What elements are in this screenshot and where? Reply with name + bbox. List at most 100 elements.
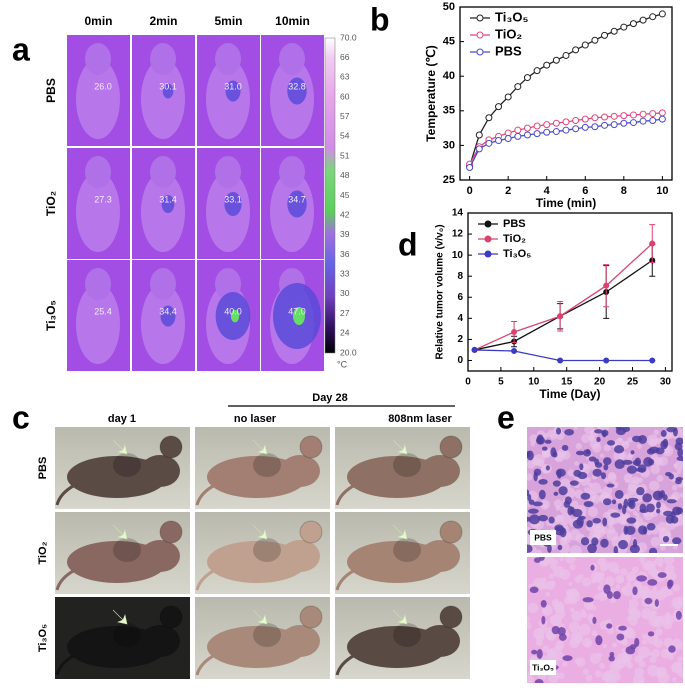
cell <box>607 473 617 483</box>
cell <box>676 643 683 650</box>
cell <box>560 513 572 525</box>
mouse-photo <box>55 427 190 509</box>
histology-label: Ti₃O₅ <box>532 662 554 672</box>
nucleus <box>675 479 682 485</box>
mouse-ear <box>159 435 183 459</box>
mouse-outline <box>141 284 185 364</box>
colorbar-tick-label: 36 <box>340 249 350 259</box>
x-tick-label: 20 <box>594 377 606 388</box>
data-point <box>572 46 580 54</box>
mouse-ear <box>159 520 183 544</box>
cell <box>582 637 593 648</box>
cell <box>627 484 639 496</box>
temperature-label: 31.4 <box>159 194 177 204</box>
cell <box>575 657 586 668</box>
cell <box>591 494 601 504</box>
nucleus <box>541 446 548 451</box>
nucleus <box>602 517 608 527</box>
cell <box>626 662 634 669</box>
nucleus <box>623 525 629 535</box>
mouse-head <box>280 455 320 487</box>
cell <box>565 589 573 597</box>
x-tick-label: 15 <box>561 377 573 388</box>
cell <box>603 511 611 519</box>
tumor <box>253 453 281 477</box>
cell <box>658 562 664 568</box>
column-header: 10min <box>275 14 310 28</box>
nucleus <box>558 486 568 496</box>
cell <box>582 668 590 675</box>
cell <box>621 648 626 653</box>
arrow <box>252 609 268 625</box>
mouse-photo <box>335 427 470 509</box>
nucleus <box>541 615 546 625</box>
nucleus <box>667 579 674 588</box>
mouse-head <box>85 43 111 75</box>
nucleus <box>536 649 543 659</box>
x-tick-label: 10 <box>656 185 668 197</box>
nucleus <box>538 478 548 485</box>
tumor <box>393 538 421 562</box>
colorbar-tick-label: 30 <box>340 288 350 298</box>
hot-spot <box>160 305 176 327</box>
nucleus <box>528 514 540 525</box>
data-point <box>591 114 599 122</box>
cell <box>628 616 638 626</box>
cell <box>580 476 590 486</box>
y-tick-label: 8 <box>457 271 463 282</box>
hot-spot <box>161 195 175 213</box>
mouse-outline <box>76 59 120 139</box>
nucleus <box>613 445 625 454</box>
nucleus <box>606 483 615 488</box>
nucleus <box>668 473 675 480</box>
cell <box>535 638 544 647</box>
nucleus <box>648 446 660 454</box>
tumor <box>113 623 141 647</box>
nucleus <box>627 500 634 508</box>
nucleus <box>529 586 539 594</box>
cell <box>536 549 543 553</box>
cell <box>663 557 675 566</box>
mouse-head <box>420 455 460 487</box>
cell <box>559 568 571 580</box>
cell <box>597 591 608 602</box>
colorbar-tick-label: 42 <box>340 209 350 219</box>
mouse-outline <box>76 284 120 364</box>
cell <box>621 587 628 594</box>
nucleus <box>583 449 592 457</box>
mouse-head <box>215 268 241 300</box>
thermal-image: 40.0 <box>197 260 260 371</box>
nucleus <box>646 503 655 513</box>
x-tick-label: 6 <box>582 185 588 197</box>
data-point <box>495 137 503 145</box>
mouse-head <box>280 540 320 572</box>
cell <box>650 464 660 475</box>
mouse-photo <box>335 597 470 679</box>
thermal-image: 31.0 <box>197 35 260 146</box>
data-point <box>572 125 580 133</box>
nucleus <box>608 655 615 662</box>
cell <box>549 615 560 626</box>
cell <box>556 644 564 652</box>
nucleus <box>580 492 591 500</box>
nucleus <box>616 633 625 641</box>
cell <box>533 460 538 466</box>
x-tick-label: 10 <box>528 377 540 388</box>
data-point <box>649 240 656 247</box>
data-point <box>511 329 518 336</box>
series-line <box>474 349 653 362</box>
legend-label: Ti₃O₅ <box>495 9 528 24</box>
legend-marker <box>484 250 492 258</box>
y-tick-label: 50 <box>443 1 455 13</box>
cell <box>653 429 660 436</box>
nucleus <box>625 646 636 655</box>
nucleus <box>636 487 645 496</box>
nucleus <box>571 508 583 518</box>
nucleus <box>677 447 683 458</box>
cell <box>562 661 568 667</box>
nucleus <box>656 501 661 509</box>
legend-label: TiO₂ <box>495 26 522 41</box>
cell <box>558 542 570 553</box>
mouse-photo <box>55 597 190 679</box>
